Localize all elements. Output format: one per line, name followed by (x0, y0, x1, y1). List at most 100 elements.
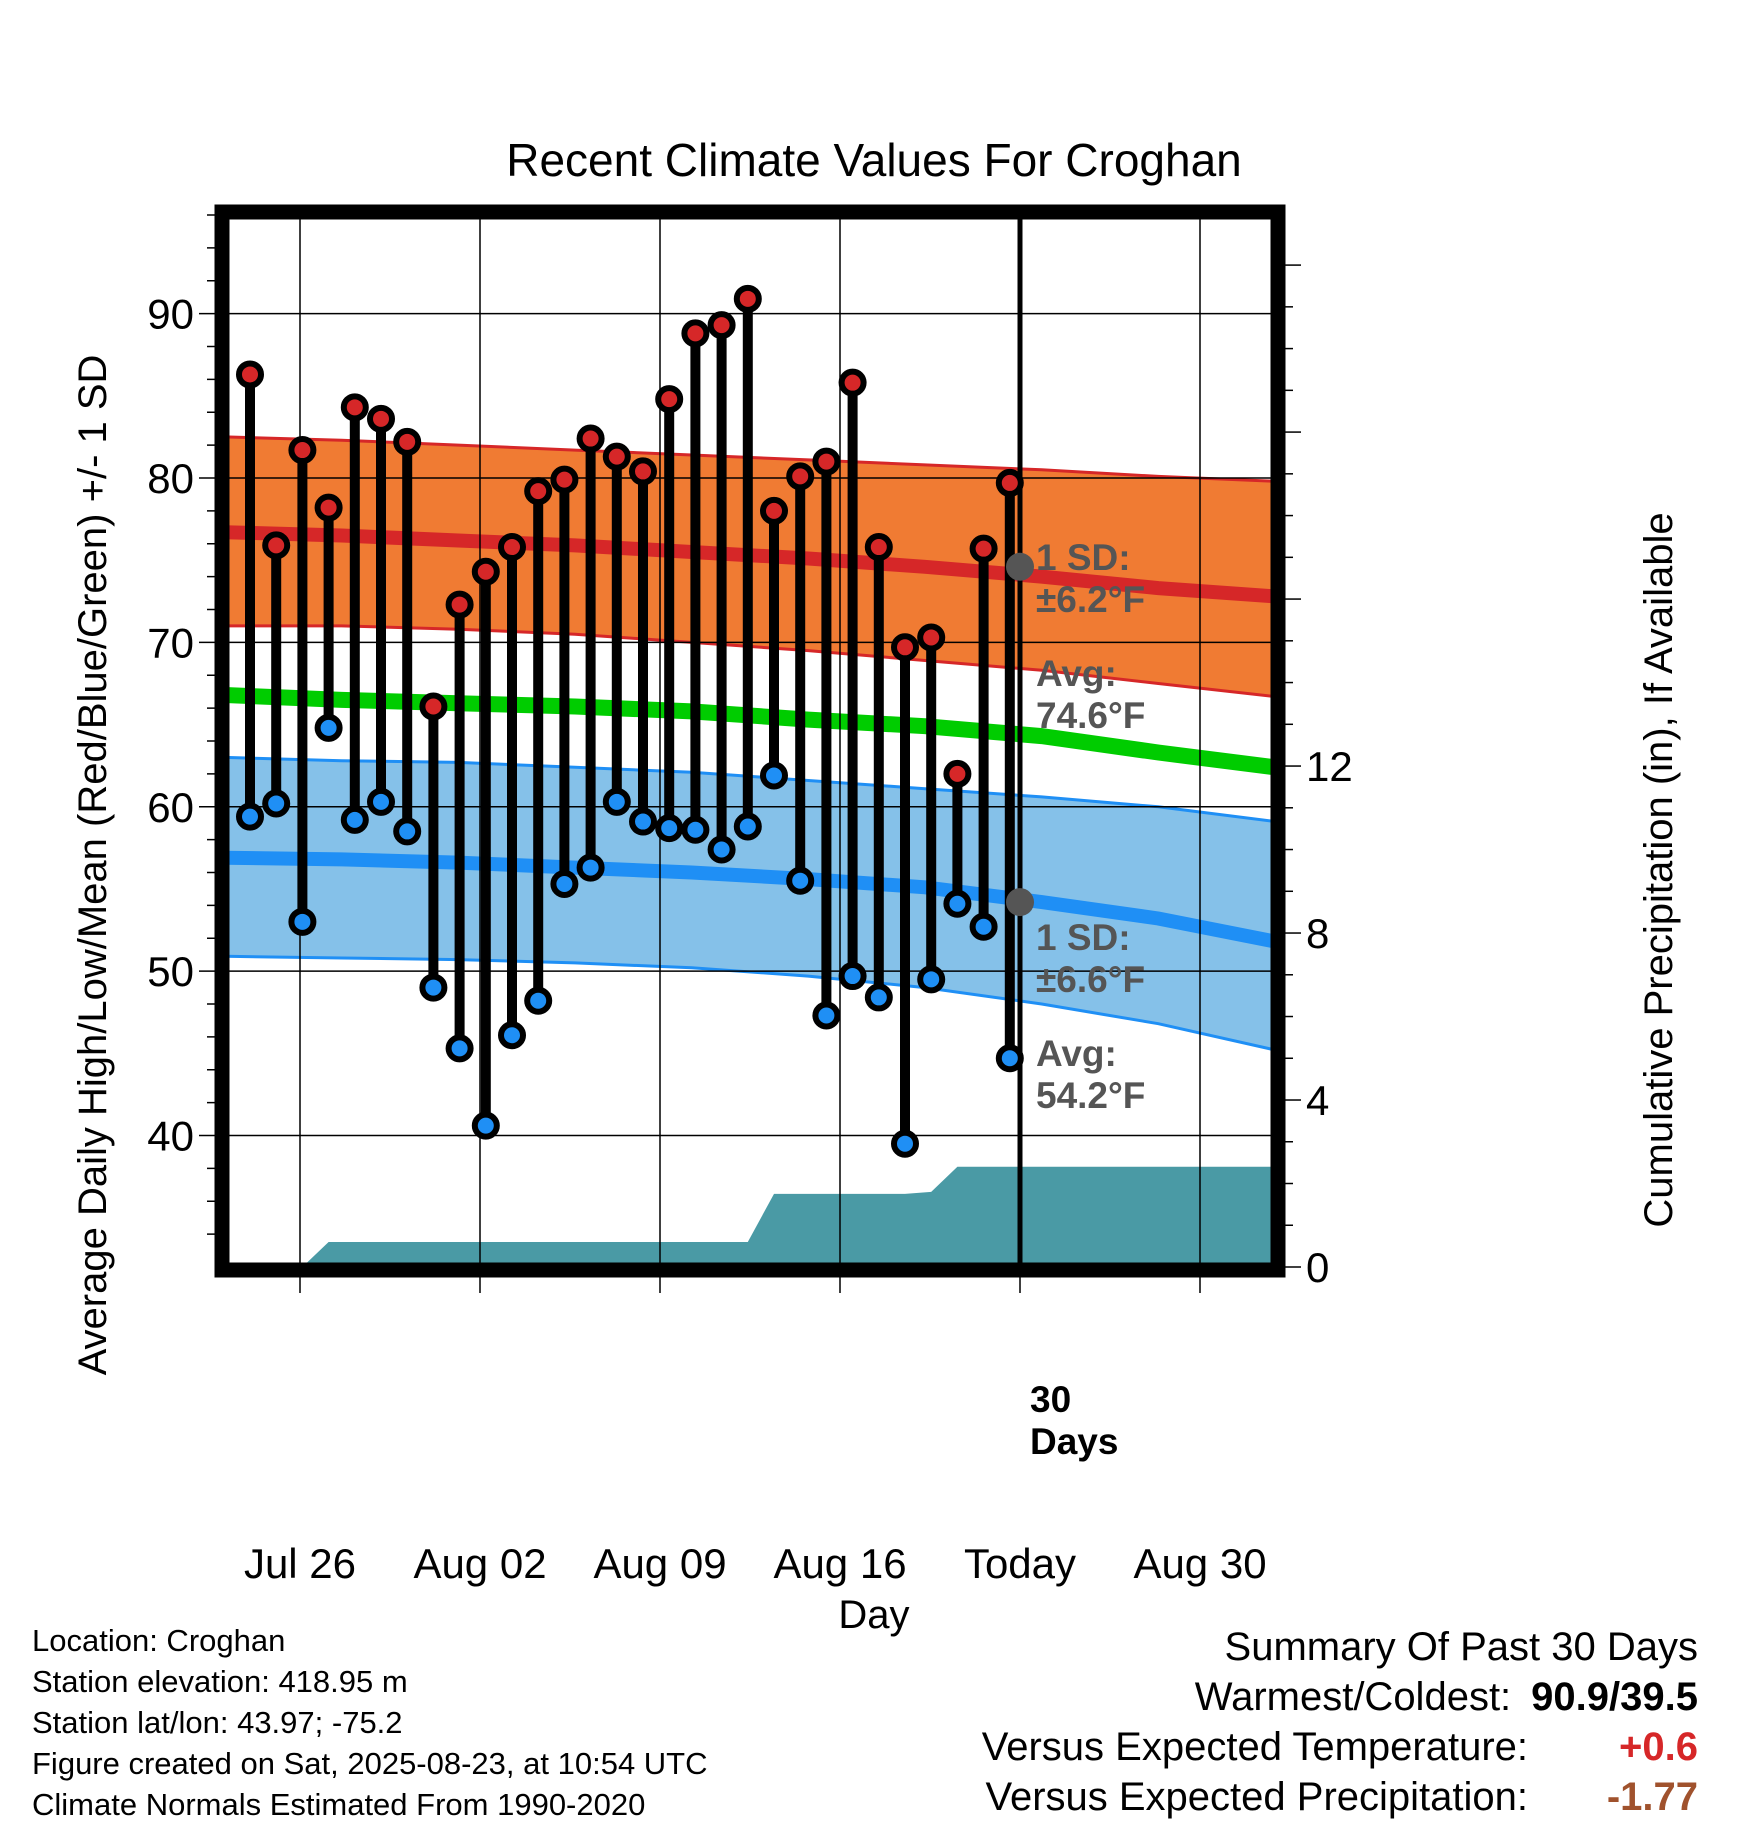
high-point (891, 633, 919, 662)
high-point (943, 759, 972, 788)
y-tick-label: 70 (147, 619, 194, 666)
low-point (786, 866, 815, 895)
precipitation-area (250, 1166, 1275, 1267)
high-point (471, 557, 500, 586)
high-avg-value-annotation: 74.6°F (1036, 695, 1145, 736)
low-point (707, 835, 736, 864)
high-point (314, 493, 343, 522)
warm-cold-value: 90.9/39.5 (1531, 1675, 1698, 1719)
low-point (419, 973, 448, 1002)
low-point (288, 907, 317, 936)
x-tick-label: Jul 26 (244, 1540, 356, 1587)
y-axis-label: Average Daily High/Low/Mean (Red/Blue/Gr… (71, 355, 115, 1376)
precip-value: -1.77 (1606, 1775, 1698, 1819)
high-point (681, 319, 710, 348)
high-point (602, 442, 631, 471)
x-tick-label: Today (964, 1540, 1076, 1587)
plot-clip-group (225, 215, 1275, 1267)
low-point (917, 965, 946, 994)
x-tick-label: Aug 30 (1133, 1540, 1266, 1587)
temp-value: +0.6 (1619, 1725, 1698, 1769)
x-axis-label: Day (838, 1593, 909, 1637)
warm-cold-label: Warmest/Coldest: (1194, 1675, 1512, 1719)
y-axis-right-label: Cumulative Precipitation (in), If Availa… (1637, 512, 1681, 1227)
y-right-tick-label: 12 (1306, 743, 1353, 790)
station-latlon: Station lat/lon: 43.97; -75.2 (32, 1705, 403, 1740)
low-point (236, 802, 264, 831)
high-point (733, 284, 762, 313)
high-point (786, 462, 815, 491)
station-location: Location: Croghan (32, 1623, 286, 1658)
high-point (236, 360, 264, 389)
low-point (262, 789, 291, 818)
high-point (917, 623, 946, 652)
days-word-label: Days (1030, 1421, 1118, 1462)
low-point (864, 983, 893, 1012)
days-count-label: 30 (1030, 1379, 1071, 1420)
x-tick-label: Aug 09 (593, 1540, 726, 1587)
high-point (393, 427, 422, 456)
precip-label: Versus Expected Precipitation: (985, 1775, 1528, 1819)
high-point (576, 424, 605, 453)
high-point (655, 385, 684, 414)
low-point (550, 870, 579, 899)
station-elevation: Station elevation: 418.95 m (32, 1664, 408, 1699)
y-tick-label: 60 (147, 784, 194, 831)
climate-normals-period: Climate Normals Estimated From 1990-2020 (32, 1787, 646, 1822)
y-tick-label: 50 (147, 948, 194, 995)
chart-title: Recent Climate Values For Croghan (506, 134, 1241, 186)
low-point (733, 812, 762, 841)
low-point (760, 761, 788, 790)
low-point (340, 805, 369, 834)
low-point (367, 787, 395, 816)
high-avg-marker (1006, 552, 1034, 581)
x-tick-label: Aug 16 (773, 1540, 906, 1587)
high-point (995, 468, 1024, 497)
low-point (498, 1021, 526, 1050)
low-normal-line (225, 850, 1275, 949)
low-point (812, 1001, 841, 1030)
summary-precip-row: Versus Expected Precipitation: -1.77 (982, 1772, 1698, 1822)
figure-created: Figure created on Sat, 2025-08-23, at 10… (32, 1746, 708, 1781)
plot-frame (214, 204, 1286, 1278)
low-point (995, 1044, 1024, 1073)
high-point (864, 533, 893, 562)
low-point (891, 1129, 919, 1158)
high-point (498, 533, 526, 562)
y-right-tick-label: 8 (1306, 910, 1329, 957)
low-point (681, 815, 710, 844)
low-point (576, 853, 605, 882)
summary-panel: Summary Of Past 30 Days Warmest/Coldest:… (982, 1622, 1698, 1822)
low-band-edge (225, 954, 1275, 1052)
high-point (838, 368, 867, 397)
y-right-tick-label: 0 (1306, 1244, 1329, 1291)
y-tick-label: 80 (147, 455, 194, 502)
high-point (262, 531, 291, 560)
low-point (393, 817, 422, 846)
low-point (655, 814, 684, 843)
high-sd-value-annotation: ±6.2°F (1036, 579, 1145, 620)
high-point (445, 590, 474, 619)
station-info: Location: Croghan Station elevation: 418… (32, 1620, 708, 1825)
high-sd-annotation: 1 SD: (1036, 537, 1131, 578)
low-point (471, 1111, 500, 1140)
high-point (550, 465, 579, 494)
low-point (943, 889, 972, 918)
low-sd-value-annotation: ±6.6°F (1036, 959, 1145, 1000)
low-point (602, 787, 631, 816)
high-point (812, 447, 841, 476)
y-tick-label: 40 (147, 1113, 194, 1160)
x-tick-label: Aug 02 (413, 1540, 546, 1587)
low-point (838, 962, 867, 991)
low-sd-annotation: 1 SD: (1036, 917, 1131, 958)
high-point (629, 457, 657, 486)
summary-temp-row: Versus Expected Temperature: +0.6 (982, 1722, 1698, 1772)
low-point (524, 986, 553, 1015)
low-point (629, 807, 657, 836)
low-point (445, 1034, 474, 1063)
high-point (524, 477, 553, 506)
high-avg-annotation: Avg: (1036, 653, 1117, 694)
low-point (314, 713, 343, 742)
